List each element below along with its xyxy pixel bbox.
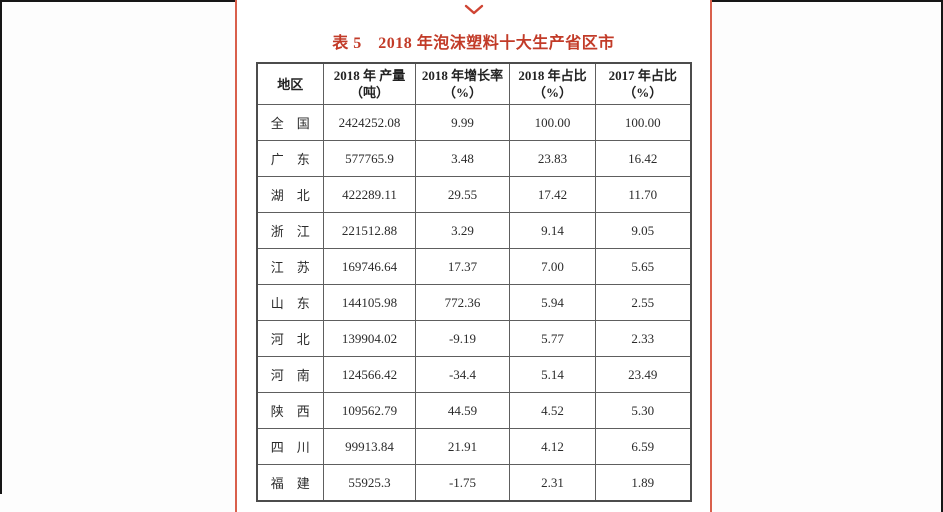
- table-row: 湖 北 422289.11 29.55 17.42 11.70: [256, 176, 691, 213]
- table-row: 广 东 577765.9 3.48 23.83 16.42: [256, 140, 691, 177]
- region-cell: 河 南: [256, 356, 324, 393]
- region-cell: 四 川: [256, 428, 324, 465]
- value-cell: 9.14: [509, 212, 596, 249]
- table-row: 河 南 124566.42 -34.4 5.14 23.49: [256, 356, 691, 393]
- column-header: 地区: [256, 62, 324, 105]
- region-cell: 河 北: [256, 320, 324, 357]
- content-column: 表 5 2018 年泡沫塑料十大生产省区市 地区 2018 年 产量 （吨） 2018…: [237, 0, 710, 512]
- region-cell: 陕 西: [256, 392, 324, 429]
- header-row: 地区 2018 年 产量 （吨） 2018 年增长率 （%） 2018 年占比 （%） 201…: [256, 62, 691, 105]
- table-row: 福 建 55925.3 -1.75 2.31 1.89: [256, 464, 691, 502]
- value-cell: 29.55: [415, 176, 510, 213]
- column-header: 2018 年占比 （%）: [509, 62, 596, 105]
- value-cell: 221512.88: [323, 212, 416, 249]
- value-cell: 422289.11: [323, 176, 416, 213]
- table-title: 表 5 2018 年泡沫塑料十大生产省区市: [332, 35, 615, 52]
- value-cell: 7.00: [509, 248, 596, 285]
- value-cell: 2.31: [509, 464, 596, 502]
- value-cell: -1.75: [415, 464, 510, 502]
- value-cell: 3.48: [415, 140, 510, 177]
- column-header: 2017 年占比 （%）: [595, 62, 691, 105]
- value-cell: 1.89: [595, 464, 691, 502]
- value-cell: 100.00: [509, 104, 596, 141]
- value-cell: 16.42: [595, 140, 691, 177]
- value-cell: -34.4: [415, 356, 510, 393]
- value-cell: 144105.98: [323, 284, 416, 321]
- value-cell: 99913.84: [323, 428, 416, 465]
- production-table: 地区 2018 年 产量 （吨） 2018 年增长率 （%） 2018 年占比 （%） 201…: [255, 62, 692, 502]
- region-cell: 湖 北: [256, 176, 324, 213]
- value-cell: 772.36: [415, 284, 510, 321]
- table-row: 陕 西 109562.79 44.59 4.52 5.30: [256, 392, 691, 429]
- value-cell: 6.59: [595, 428, 691, 465]
- value-cell: 5.30: [595, 392, 691, 429]
- value-cell: 100.00: [595, 104, 691, 141]
- chevron-down-icon: [464, 4, 483, 15]
- region-cell: 福 建: [256, 464, 324, 502]
- value-cell: 139904.02: [323, 320, 416, 357]
- value-cell: 2424252.08: [323, 104, 416, 141]
- table-row: 江 苏 169746.64 17.37 7.00 5.65: [256, 248, 691, 285]
- value-cell: 17.37: [415, 248, 510, 285]
- value-cell: 2.33: [595, 320, 691, 357]
- region-cell: 山 东: [256, 284, 324, 321]
- value-cell: 5.77: [509, 320, 596, 357]
- value-cell: 5.94: [509, 284, 596, 321]
- value-cell: 9.05: [595, 212, 691, 249]
- content-rule-left: [235, 0, 237, 512]
- table-body: 全 国 2424252.08 9.99 100.00 100.00 广 东 577765.9…: [256, 104, 691, 502]
- value-cell: 17.42: [509, 176, 596, 213]
- value-cell: 23.83: [509, 140, 596, 177]
- frame-border-right: [941, 0, 943, 512]
- value-cell: 21.91: [415, 428, 510, 465]
- value-cell: 55925.3: [323, 464, 416, 502]
- value-cell: 5.65: [595, 248, 691, 285]
- value-cell: 2.55: [595, 284, 691, 321]
- column-header: 2018 年增长率 （%）: [415, 62, 510, 105]
- value-cell: 169746.64: [323, 248, 416, 285]
- value-cell: -9.19: [415, 320, 510, 357]
- value-cell: 109562.79: [323, 392, 416, 429]
- collapse-chevron-button[interactable]: [464, 4, 484, 16]
- table-row: 浙 江 221512.88 3.29 9.14 9.05: [256, 212, 691, 249]
- region-cell: 浙 江: [256, 212, 324, 249]
- table-row: 四 川 99913.84 21.91 4.12 6.59: [256, 428, 691, 465]
- frame-border-left: [0, 0, 2, 494]
- table-row: 河 北 139904.02 -9.19 5.77 2.33: [256, 320, 691, 357]
- value-cell: 9.99: [415, 104, 510, 141]
- value-cell: 4.52: [509, 392, 596, 429]
- region-cell: 广 东: [256, 140, 324, 177]
- value-cell: 577765.9: [323, 140, 416, 177]
- region-cell: 全 国: [256, 104, 324, 141]
- value-cell: 11.70: [595, 176, 691, 213]
- value-cell: 4.12: [509, 428, 596, 465]
- table-row: 全 国 2424252.08 9.99 100.00 100.00: [256, 104, 691, 141]
- table-row: 山 东 144105.98 772.36 5.94 2.55: [256, 284, 691, 321]
- value-cell: 23.49: [595, 356, 691, 393]
- value-cell: 3.29: [415, 212, 510, 249]
- value-cell: 5.14: [509, 356, 596, 393]
- value-cell: 124566.42: [323, 356, 416, 393]
- value-cell: 44.59: [415, 392, 510, 429]
- column-header: 2018 年 产量 （吨）: [323, 62, 416, 105]
- content-rule-right: [710, 0, 712, 512]
- region-cell: 江 苏: [256, 248, 324, 285]
